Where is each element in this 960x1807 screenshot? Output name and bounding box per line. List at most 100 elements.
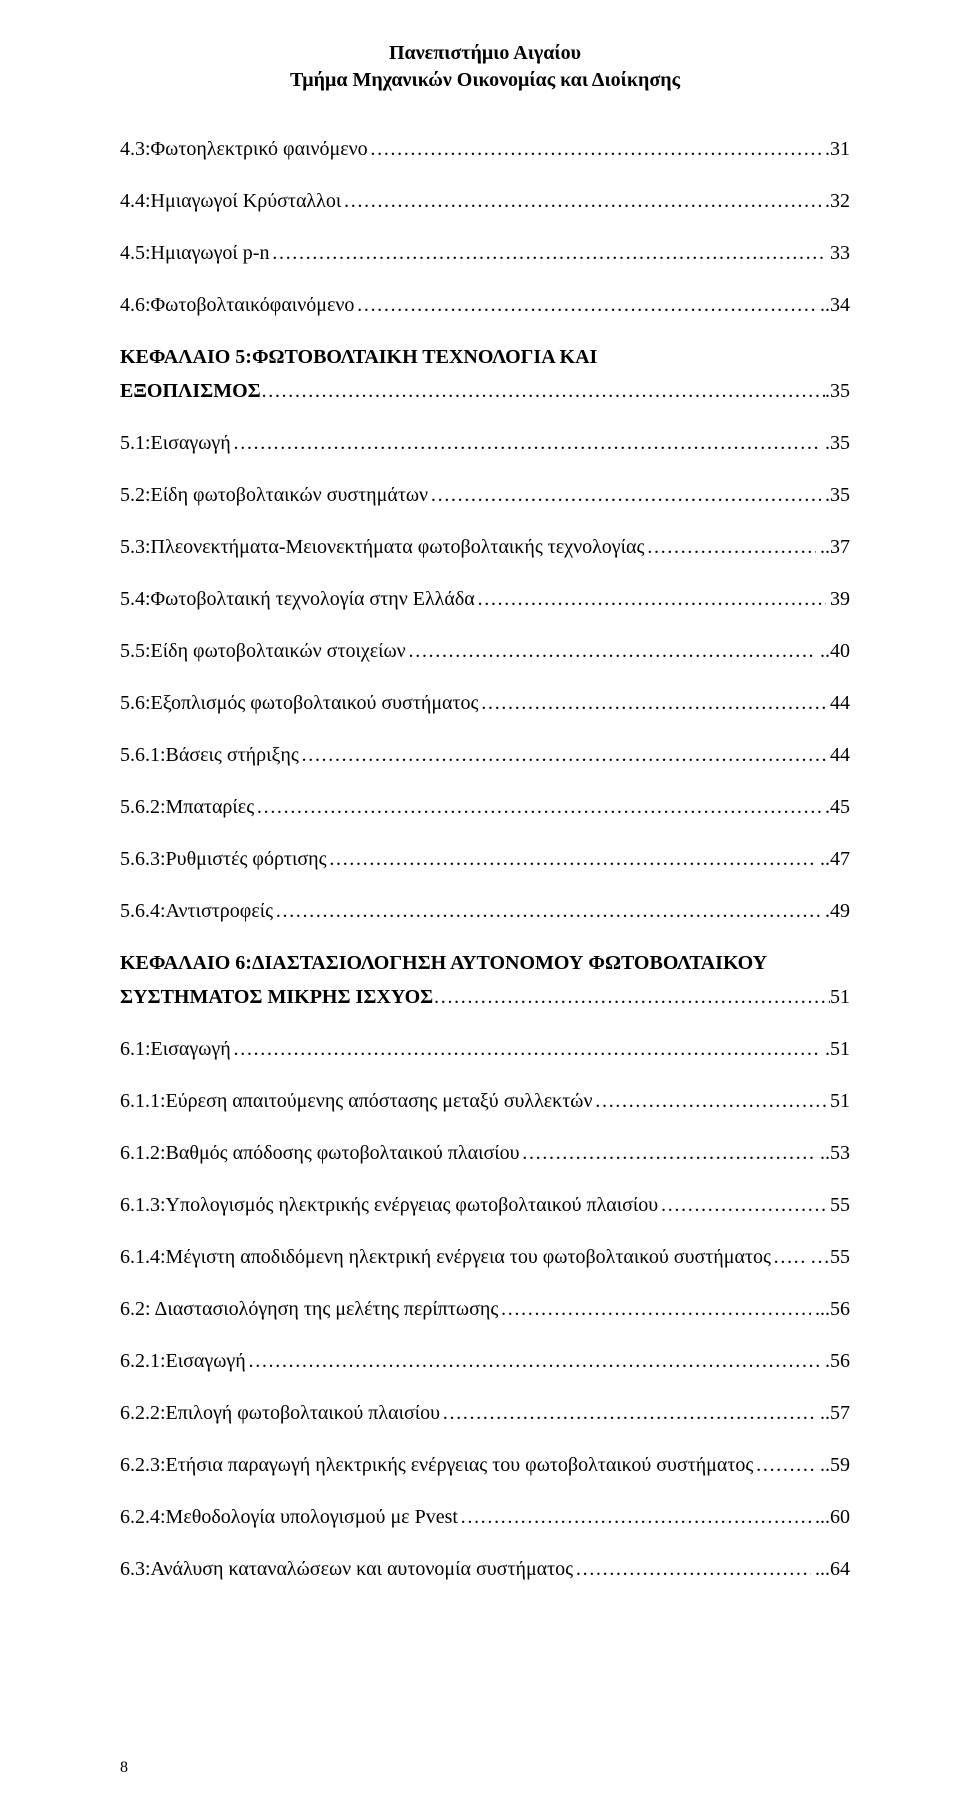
toc-entry-label: 4.6:Φωτοβολταικόφαινόμενο <box>120 290 354 320</box>
toc-leader <box>248 1346 821 1376</box>
toc-entry: 5.6:Εξοπλισμός φωτοβολταικού συστήματος4… <box>120 688 850 718</box>
toc-leader <box>500 1294 811 1324</box>
toc-leader <box>275 896 821 926</box>
toc-entry-label: 6.2.2:Επιλογή φωτοβολταικού πλαισίου <box>120 1398 440 1428</box>
toc-entry-label: 5.6.4:Αντιστροφείς <box>120 896 273 926</box>
toc-entry: 5.5:Είδη φωτοβολταικών στοιχείων..40 <box>120 636 850 666</box>
header-line-1: Πανεπιστήμιο Αιγαίου <box>389 42 581 64</box>
toc-entry: 4.5:Ημιαγωγοί p-n 33 <box>120 238 850 268</box>
toc-entry-page: .35 <box>823 428 850 458</box>
toc-entry-label: 6.2.3:Ετήσια παραγωγή ηλεκτρικής ενέργει… <box>120 1450 753 1480</box>
toc-entry: 4.3:Φωτοηλεκτρικό φαινόμενο .31 <box>120 134 850 164</box>
toc-chapter: ΚΕΦΑΛΑΙΟ 6:ΔΙΑΣΤΑΣΙΟΛΟΓΗΣΗ ΑΥΤΟΝΟΜΟΥ ΦΩΤ… <box>120 948 850 1012</box>
toc-entry-page: 44 <box>828 740 850 770</box>
toc-entry-label: 5.6.2:Μπαταρίες <box>120 792 254 822</box>
toc-entry-label: 5.6.1:Βάσεις στήριξης <box>120 740 299 770</box>
toc-entry-page: .49 <box>823 896 850 926</box>
toc-entry: 5.3:Πλεονεκτήματα-Μειονεκτήματα φωτοβολτ… <box>120 532 850 562</box>
toc-entry-page: 33 <box>828 238 850 268</box>
toc-entry: 6.1.1:Εύρεση απαιτούμενης απόστασης μετα… <box>120 1086 850 1116</box>
toc-entry: 5.6.3:Ρυθμιστές φόρτισης ..47 <box>120 844 850 874</box>
toc-leader <box>233 1034 821 1064</box>
toc-entry-page: ..37 <box>818 532 850 562</box>
toc-entry-label: 5.1:Εισαγωγή <box>120 428 231 458</box>
toc-chapter-cont: ΕΞΟΠΛΙΣΜΟΣ <box>120 376 261 406</box>
toc-chapter: ΚΕΦΑΛΑΙΟ 5:ΦΩΤΟΒΟΛΤΑΙΚΗ ΤΕΧΝΟΛΟΓΙΑ ΚΑΙ ΕΞ… <box>120 342 850 406</box>
toc-chapter-cont: ΣΥΣΤΗΜΑΤΟΣ ΜΙΚΡΗΣ ΙΣΧΥΟΣ <box>120 982 433 1012</box>
toc-entry-label: 4.3:Φωτοηλεκτρικό φαινόμενο <box>120 134 368 164</box>
header-line-2: Τμήμα Μηχανικών Οικονομίας και Διοίκησης <box>120 67 850 94</box>
toc-leader <box>595 1086 827 1116</box>
toc-entry-page: ..34 <box>818 290 850 320</box>
toc-entry-label: 4.5:Ημιαγωγοί p-n <box>120 238 269 268</box>
toc-chapter-line2: ΕΞΟΠΛΙΣΜΟΣ .35 <box>120 376 850 406</box>
toc-entry-label: 5.6:Εξοπλισμός φωτοβολταικού συστήματος <box>120 688 478 718</box>
toc-entry-label: 6.1.2:Βαθμός απόδοσης φωτοβολταικού πλαι… <box>120 1138 520 1168</box>
toc-leader <box>256 792 821 822</box>
toc-entry: 6.2.2:Επιλογή φωτοβολταικού πλαισίου ..57 <box>120 1398 850 1428</box>
toc-entry: 6.2.4:Μεθοδολογία υπολογισμού με Pvest..… <box>120 1502 850 1532</box>
table-of-contents: 4.3:Φωτοηλεκτρικό φαινόμενο .31 4.4:Ημιαγω… <box>120 134 850 1584</box>
page-header: Πανεπιστήμιο Αιγαίου Τμήμα Μηχανικών Οικ… <box>120 40 850 94</box>
toc-chapter-page: .35 <box>825 376 850 406</box>
toc-entry-page: 55 <box>828 1190 850 1220</box>
toc-leader <box>356 290 816 320</box>
toc-leader <box>442 1398 816 1428</box>
toc-leader <box>329 844 816 874</box>
toc-entry: 4.6:Φωτοβολταικόφαινόμενο ..34 <box>120 290 850 320</box>
toc-entry-label: 6.1.4:Μέγιστη αποδιδόμενη ηλεκτρική ενέρ… <box>120 1242 771 1272</box>
toc-leader <box>430 480 821 510</box>
toc-entry: 5.1:Εισαγωγή .35 <box>120 428 850 458</box>
toc-entry-label: 5.3:Πλεονεκτήματα-Μειονεκτήματα φωτοβολτ… <box>120 532 644 562</box>
toc-entry-page: ...64 <box>813 1554 850 1584</box>
toc-leader <box>233 428 821 458</box>
toc-leader <box>575 1554 811 1584</box>
toc-leader <box>522 1138 816 1168</box>
toc-leader <box>477 584 826 614</box>
toc-entry-page: 51 <box>828 1086 850 1116</box>
toc-entry: 6.1.4:Μέγιστη αποδιδόμενη ηλεκτρική ενέρ… <box>120 1242 850 1272</box>
toc-leader <box>433 982 830 1012</box>
toc-entry: 5.4:Φωτοβολταική τεχνολογία στην Ελλάδα3… <box>120 584 850 614</box>
toc-entry-page: 39 <box>828 584 850 614</box>
toc-entry-page: .45 <box>823 792 850 822</box>
toc-leader <box>271 238 826 268</box>
toc-chapter-line1: ΚΕΦΑΛΑΙΟ 6:ΔΙΑΣΤΑΣΙΟΛΟΓΗΣΗ ΑΥΤΟΝΟΜΟΥ ΦΩΤ… <box>120 948 850 978</box>
toc-entry-page: .56 <box>823 1346 850 1376</box>
toc-entry: 6.1.2:Βαθμός απόδοσης φωτοβολταικού πλαι… <box>120 1138 850 1168</box>
toc-leader <box>480 688 826 718</box>
toc-entry-page: ..53 <box>818 1138 850 1168</box>
toc-leader <box>370 134 821 164</box>
toc-entry: 5.2:Είδη φωτοβολταικών συστημάτων.35 <box>120 480 850 510</box>
toc-entry-page: ...60 <box>813 1502 850 1532</box>
toc-leader <box>343 186 821 216</box>
toc-entry: 5.6.2:Μπαταρίες .45 <box>120 792 850 822</box>
toc-entry-label: 6.1:Εισαγωγή <box>120 1034 231 1064</box>
toc-entry-page: ..40 <box>818 636 850 666</box>
page-number: 8 <box>120 1759 128 1777</box>
toc-entry-label: 5.6.3:Ρυθμιστές φόρτισης <box>120 844 327 874</box>
toc-entry: 5.6.1:Βάσεις στήριξης 44 <box>120 740 850 770</box>
toc-entry-label: 4.4:Ημιαγωγοί Κρύσταλλοι <box>120 186 341 216</box>
toc-entry-label: 6.2.4:Μεθοδολογία υπολογισμού με Pvest <box>120 1502 458 1532</box>
toc-entry: 6.2: Διαστασιολόγηση της μελέτης περίπτω… <box>120 1294 850 1324</box>
toc-entry-label: 6.2.1:Εισαγωγή <box>120 1346 246 1376</box>
toc-leader <box>261 376 825 406</box>
toc-leader <box>408 636 816 666</box>
toc-entry-page: ..59 <box>818 1450 850 1480</box>
toc-entry-page: ..57 <box>818 1398 850 1428</box>
toc-chapter-line1: ΚΕΦΑΛΑΙΟ 5:ΦΩΤΟΒΟΛΤΑΙΚΗ ΤΕΧΝΟΛΟΓΙΑ ΚΑΙ <box>120 342 850 372</box>
toc-entry-label: 6.3:Ανάλυση καταναλώσεων και αυτονομία σ… <box>120 1554 573 1584</box>
toc-leader <box>460 1502 811 1532</box>
toc-entry: 6.3:Ανάλυση καταναλώσεων και αυτονομία σ… <box>120 1554 850 1584</box>
toc-leader <box>773 1242 806 1272</box>
toc-leader <box>660 1190 826 1220</box>
toc-entry-page: .35 <box>823 480 850 510</box>
toc-entry-page: .31 <box>823 134 850 164</box>
toc-entry: 4.4:Ημιαγωγοί Κρύσταλλοι.32 <box>120 186 850 216</box>
toc-entry: 6.2.3:Ετήσια παραγωγή ηλεκτρικής ενέργει… <box>120 1450 850 1480</box>
toc-entry-page: ..47 <box>818 844 850 874</box>
toc-leader <box>755 1450 816 1480</box>
toc-leader <box>301 740 826 770</box>
toc-entry-page: ...56 <box>813 1294 850 1324</box>
